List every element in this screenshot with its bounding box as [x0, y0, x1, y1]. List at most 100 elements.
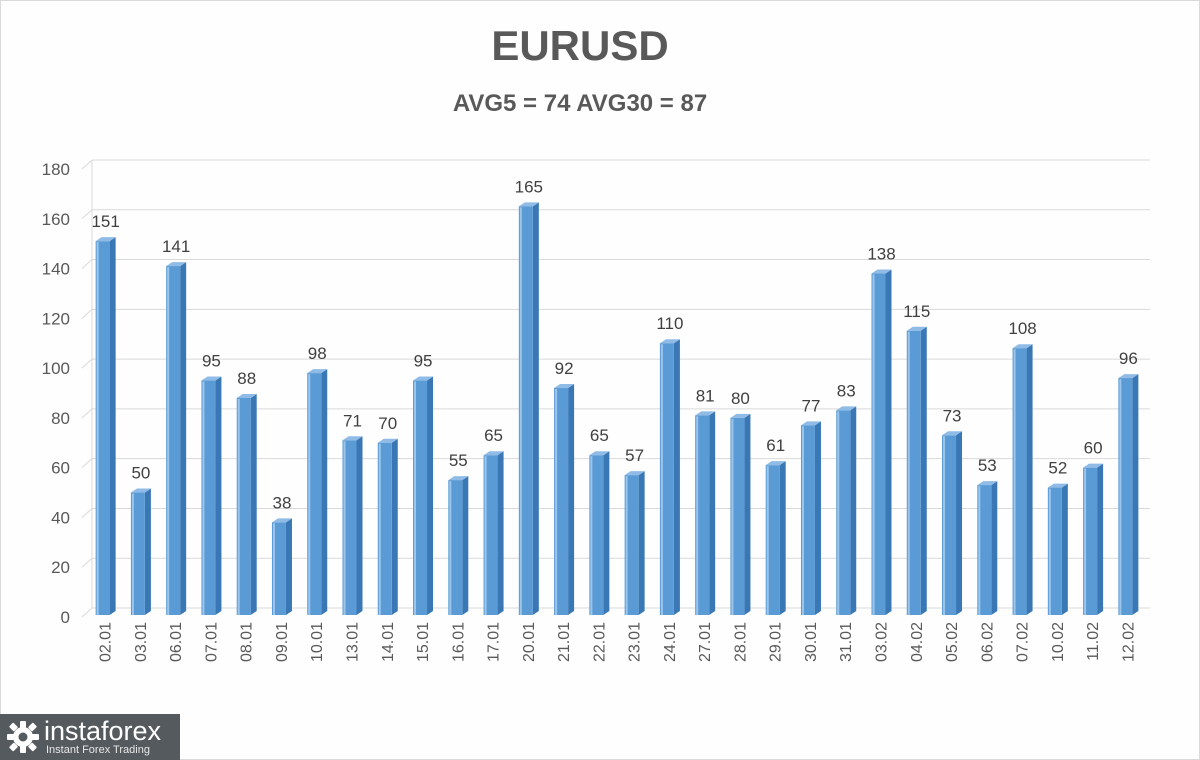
data-label: 57 — [625, 446, 644, 465]
bar-top — [765, 461, 786, 466]
bar-top — [906, 326, 927, 331]
data-label: 95 — [414, 352, 433, 371]
bar — [518, 206, 533, 616]
data-label: 92 — [555, 359, 574, 378]
x-tick-label: 29.01 — [768, 622, 785, 662]
gridline-diagonal — [81, 557, 93, 568]
x-tick-label: 15.01 — [415, 622, 432, 662]
bar-side — [956, 431, 963, 615]
data-label: 53 — [978, 456, 997, 475]
bar — [377, 442, 392, 615]
y-tick-label: 100 — [42, 359, 70, 378]
bar — [201, 380, 216, 615]
logo-tagline: Instant Forex Trading — [46, 744, 150, 756]
bar-top — [977, 481, 998, 486]
chart-subtitle: AVG5 = 74 AVG30 = 87 — [452, 90, 708, 117]
x-tick-label: 07.01 — [203, 622, 220, 662]
bar — [942, 435, 957, 615]
x-tick-label: 21.01 — [556, 622, 573, 662]
bar-side — [250, 393, 257, 615]
bar — [483, 455, 498, 615]
x-tick-label: 10.02 — [1050, 622, 1067, 662]
bar-top — [448, 476, 469, 481]
x-tick-label: 17.01 — [486, 622, 503, 662]
bar-top — [271, 518, 292, 523]
data-label: 165 — [515, 177, 543, 196]
x-tick-label: 20.01 — [521, 622, 538, 662]
gridline-diagonal — [81, 508, 93, 518]
bar-top — [342, 436, 363, 441]
data-label: 65 — [590, 426, 609, 445]
bar-side — [920, 326, 927, 615]
data-label: 96 — [1119, 349, 1138, 368]
bar-side — [709, 411, 716, 615]
bar-side — [321, 369, 328, 615]
x-tick-label: 12.02 — [1120, 622, 1137, 662]
bar-top — [201, 376, 222, 381]
bar — [1083, 467, 1098, 615]
bar — [836, 410, 851, 615]
bar-side — [638, 471, 645, 615]
x-tick-label: 10.01 — [309, 622, 326, 662]
bar — [342, 440, 357, 615]
data-label: 65 — [484, 426, 503, 445]
bar-top — [624, 471, 645, 476]
bar-side — [568, 384, 575, 615]
data-label: 83 — [837, 381, 856, 400]
bar-side — [1026, 344, 1033, 615]
bar-side — [144, 488, 151, 615]
y-tick-label: 0 — [61, 608, 70, 627]
gridline-diagonal — [81, 408, 93, 419]
bar — [95, 241, 110, 615]
y-tick-label: 160 — [42, 210, 70, 229]
chart-title: EURUSD — [491, 22, 669, 69]
bar-top — [871, 269, 892, 274]
y-tick-label: 120 — [42, 309, 70, 328]
x-tick-label: 27.01 — [697, 622, 714, 662]
x-tick-label: 06.02 — [979, 622, 996, 662]
x-tick-label: 09.01 — [274, 622, 291, 662]
bar-side — [109, 237, 116, 615]
data-label: 70 — [378, 414, 397, 433]
bar-top — [554, 384, 575, 389]
data-label: 60 — [1084, 439, 1103, 458]
x-tick-label: 14.01 — [380, 622, 397, 662]
data-label: 38 — [273, 493, 292, 512]
bar-side — [215, 376, 222, 615]
data-label: 55 — [449, 451, 468, 470]
bar-top — [413, 376, 434, 381]
bar — [800, 425, 815, 615]
bar-top — [518, 202, 539, 207]
bar-side — [285, 518, 292, 615]
x-tick-label: 30.01 — [803, 622, 820, 662]
bar — [448, 480, 463, 615]
bar-side — [850, 406, 857, 615]
gridline-diagonal — [81, 358, 93, 369]
bar-side — [744, 413, 751, 615]
bar-top — [800, 421, 821, 426]
x-tick-label: 16.01 — [450, 622, 467, 662]
x-tick-label: 03.02 — [874, 622, 891, 662]
gridline-diagonal — [81, 607, 93, 618]
bar-top — [836, 406, 857, 411]
x-tick-label: 07.02 — [1015, 622, 1032, 662]
bar — [554, 388, 569, 615]
data-label: 77 — [802, 396, 821, 415]
bar — [624, 475, 639, 615]
bar — [589, 455, 604, 615]
y-tick-label: 20 — [51, 558, 70, 577]
y-tick-label: 180 — [42, 160, 70, 179]
x-tick-label: 22.01 — [591, 622, 608, 662]
bar-side — [779, 461, 786, 615]
bar-top — [730, 413, 751, 418]
bar — [765, 465, 780, 615]
bar-top — [483, 451, 504, 456]
bar-side — [427, 376, 434, 615]
bar-top — [589, 451, 610, 456]
gear-icon — [7, 721, 39, 753]
bar — [730, 417, 745, 615]
bar-top — [1083, 463, 1104, 468]
bar-top — [1118, 374, 1139, 379]
